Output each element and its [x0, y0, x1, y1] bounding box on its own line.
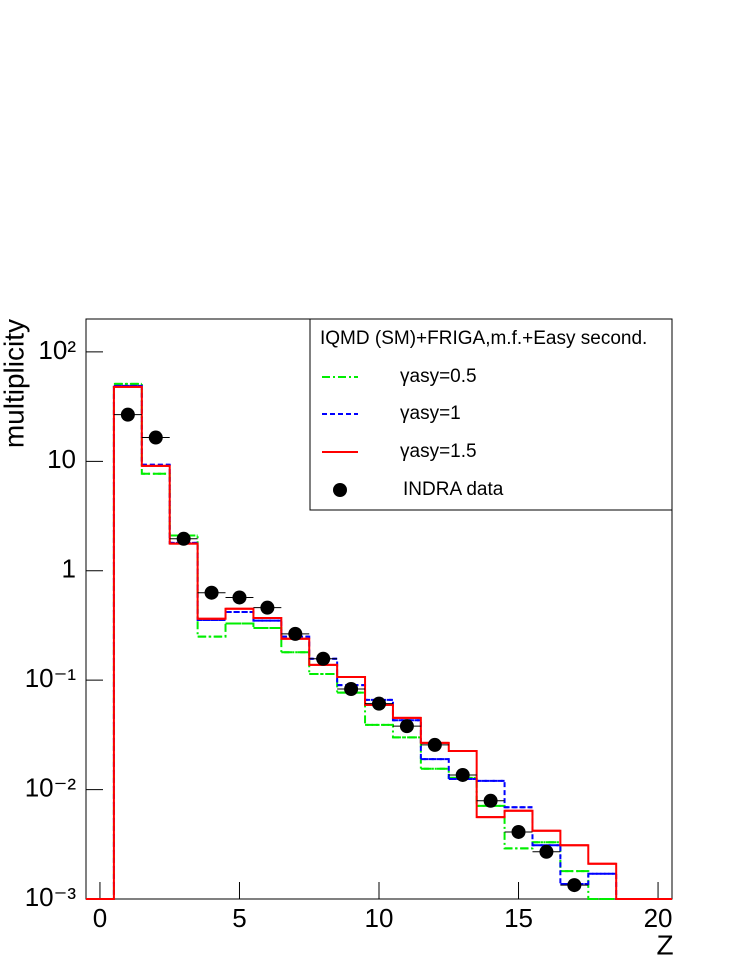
- data-point: [567, 878, 582, 893]
- x-tick-label: 20: [644, 903, 673, 933]
- y-axis-label: multiplicity: [0, 319, 29, 448]
- x-tick-label: 5: [232, 903, 246, 933]
- legend-label: γasy=0.5: [400, 366, 477, 387]
- y-tick-label: 10⁻¹: [25, 663, 77, 693]
- data-point: [260, 600, 275, 615]
- data-point: [288, 626, 303, 641]
- x-axis-label: Z: [656, 929, 673, 960]
- data-point: [120, 407, 135, 422]
- y-tick-label: 10²: [38, 335, 76, 365]
- data-point: [316, 651, 331, 666]
- legend-label: γasy=1.5: [400, 441, 477, 462]
- data-point: [539, 844, 554, 859]
- legend-label: INDRA data: [403, 479, 504, 500]
- y-tick-label: 10: [47, 444, 76, 474]
- x-tick-label: 15: [504, 903, 533, 933]
- legend-box: [309, 318, 673, 511]
- data-point: [427, 737, 442, 752]
- data-point: [372, 696, 386, 711]
- data-point: [176, 531, 191, 546]
- data-point: [148, 430, 163, 445]
- x-tick-label: 10: [365, 903, 394, 933]
- legend-title: IQMD (SM)+FRIGA,m.f.+Easy second.: [320, 328, 647, 349]
- y-tick-label: 10⁻²: [25, 772, 77, 802]
- data-point: [344, 682, 359, 697]
- data-point: [399, 719, 414, 734]
- y-tick-label: 1: [62, 554, 76, 584]
- y-tick-label: 10⁻³: [25, 882, 77, 912]
- data-point: [511, 824, 526, 839]
- data-point: [455, 767, 470, 782]
- legend-swatch: [333, 483, 347, 497]
- x-tick-label: 0: [93, 903, 107, 933]
- data-point: [483, 793, 498, 808]
- data-point: [232, 590, 247, 605]
- legend-label: γasy=1: [400, 403, 461, 424]
- data-point: [204, 585, 219, 600]
